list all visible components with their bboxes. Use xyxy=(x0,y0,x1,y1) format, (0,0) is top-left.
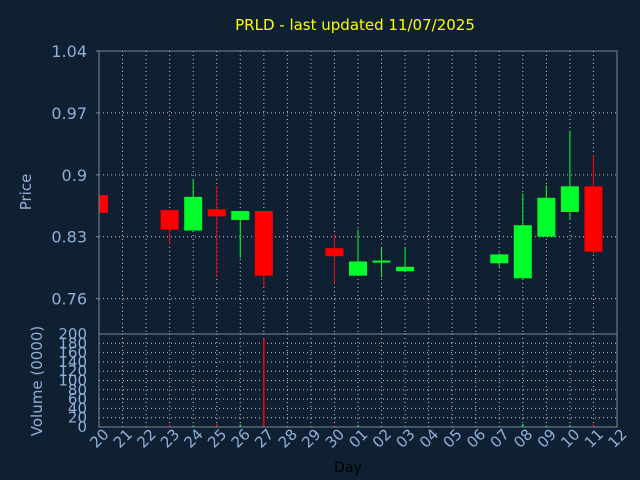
x-tick-label: 25 xyxy=(204,425,230,451)
candle-body xyxy=(254,211,273,276)
price-axis-label: Price xyxy=(17,174,35,211)
x-tick-label: 02 xyxy=(369,425,395,451)
candle-body xyxy=(231,211,250,220)
candle-body xyxy=(325,248,344,257)
volume-tick-label: 60 xyxy=(68,390,87,408)
x-tick-label: 23 xyxy=(157,425,183,451)
x-tick-label: 06 xyxy=(463,425,489,451)
x-tick-label: 04 xyxy=(416,425,442,451)
volume-tick-label: 140 xyxy=(58,353,87,371)
price-tick-label: 0.9 xyxy=(62,166,87,185)
volume-tick-label: 20 xyxy=(68,409,87,427)
candle-body xyxy=(372,260,391,263)
chart-title: PRLD - last updated 11/07/2025 xyxy=(235,16,475,34)
x-tick-label: 29 xyxy=(298,425,324,451)
x-tick-label: 21 xyxy=(110,425,136,451)
x-tick-label: 01 xyxy=(345,425,371,451)
candle-body xyxy=(584,186,603,252)
x-axis-label: Day xyxy=(334,460,362,476)
volume-axis-label: Volume (0000) xyxy=(28,326,46,436)
x-tick-label: 07 xyxy=(487,425,513,451)
candle-body xyxy=(537,197,556,237)
x-tick-label: 28 xyxy=(275,425,301,451)
x-tick-label: 12 xyxy=(604,425,630,451)
price-tick-label: 1.04 xyxy=(51,42,87,61)
volume-tick-label: 120 xyxy=(58,362,87,380)
price-candles xyxy=(98,130,603,288)
volume-tick-label: 0 xyxy=(77,418,87,436)
volume-tick-label: 200 xyxy=(58,325,87,343)
volume-plot-frame xyxy=(98,333,618,428)
x-tick-label: 03 xyxy=(392,425,418,451)
price-tick-label: 0.97 xyxy=(51,104,87,123)
price-tick-label: 0.76 xyxy=(51,290,87,309)
volume-tick-label: 40 xyxy=(68,399,87,417)
candle-body xyxy=(184,196,203,231)
x-tick-label: 20 xyxy=(86,425,112,451)
x-tick-label: 10 xyxy=(557,425,583,451)
volume-tick-label: 80 xyxy=(68,381,87,399)
candle-body xyxy=(490,254,509,264)
x-tick-label: 11 xyxy=(581,425,607,451)
candle-body xyxy=(560,186,579,212)
x-tick-label: 22 xyxy=(133,425,159,451)
x-tick-label: 05 xyxy=(440,425,466,451)
candle-body xyxy=(349,261,367,276)
price-tick-label: 0.83 xyxy=(51,228,87,247)
candle-body xyxy=(160,210,179,230)
x-tick-label: 30 xyxy=(322,425,348,451)
x-tick-label: 24 xyxy=(181,425,207,451)
volume-bars xyxy=(98,338,595,427)
candle-body xyxy=(99,195,108,213)
x-tick-label: 09 xyxy=(534,425,560,451)
volume-tick-label: 100 xyxy=(58,372,87,390)
candle-body xyxy=(207,209,226,217)
candle-body xyxy=(396,266,415,272)
volume-tick-label: 180 xyxy=(58,334,87,352)
x-tick-label: 26 xyxy=(228,425,254,451)
x-tick-label: 08 xyxy=(510,425,536,451)
candle-body xyxy=(513,225,532,279)
volume-tick-label: 160 xyxy=(58,344,87,362)
x-tick-label: 27 xyxy=(251,425,277,451)
